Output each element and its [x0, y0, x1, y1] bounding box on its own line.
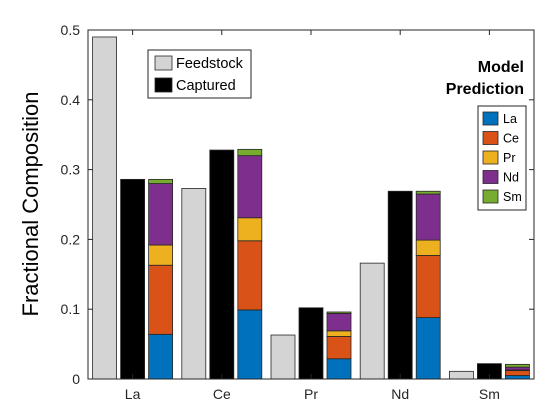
bar-model-nd-nd: [415, 193, 441, 241]
bar-model-ce-sm: [237, 148, 263, 157]
y-axis-label: Fractional Composition: [18, 92, 43, 317]
bar-model-nd-sm: [415, 190, 441, 195]
model-legend-label-ce: Ce: [503, 132, 519, 146]
model-legend-label-sm: Sm: [503, 190, 522, 204]
y-tick-label: 0.1: [61, 301, 81, 317]
bar-feedstock-sm: [448, 370, 474, 380]
bar-captured-nd: [387, 190, 413, 380]
bar-feedstock-pr: [270, 334, 296, 380]
model-legend-swatch-ce: [482, 131, 499, 145]
x-axis: La Ce Pr Nd Sm: [125, 30, 500, 402]
bar-model-sm-ce: [504, 370, 530, 376]
bar-model-la-la: [148, 333, 174, 380]
x-tick-label-ce: Ce: [213, 386, 231, 402]
y-tick-label: 0: [72, 371, 80, 387]
bar-feedstock-la: [92, 36, 117, 380]
bar-model-pr-ce: [326, 336, 352, 360]
x-tick-label-la: La: [125, 386, 141, 402]
y-axis: 0 0.1 0.2 0.3 0.4 0.5: [61, 22, 534, 387]
y-tick-label: 0.2: [61, 231, 81, 247]
bar-captured-la: [120, 178, 145, 380]
bar-model-nd-la: [415, 317, 441, 380]
legend-swatch-feedstock: [154, 55, 173, 71]
model-legend-swatch-nd: [482, 170, 499, 184]
bar-model-sm-sm: [504, 363, 530, 368]
model-legend-swatch-sm: [482, 189, 499, 204]
legend-swatch-captured: [154, 77, 173, 93]
bar-model-pr-nd: [326, 312, 352, 332]
bar-model-sm-la: [504, 375, 530, 380]
bar-captured-pr: [298, 307, 324, 380]
model-prediction-legend: La Ce Pr Nd Sm: [477, 105, 527, 211]
bar-model-ce-nd: [237, 155, 263, 219]
model-legend-label-la: La: [503, 112, 517, 126]
bar-model-la-sm: [148, 178, 174, 184]
bar-model-la-pr: [148, 244, 174, 266]
bar-captured-ce: [209, 149, 235, 380]
bars-layer: [92, 36, 530, 380]
bar-model-pr-la: [326, 358, 352, 380]
bar-feedstock-nd: [359, 262, 385, 380]
y-tick-label: 0.5: [61, 22, 81, 38]
series-legend: Feedstock Captured: [147, 49, 252, 99]
model-legend-swatch-la: [482, 111, 499, 126]
bar-model-nd-pr: [415, 239, 441, 256]
legend-label-feedstock: Feedstock: [176, 56, 244, 72]
y-tick-label: 0.3: [61, 162, 81, 178]
bar-model-la-nd: [148, 183, 174, 246]
y-tick-label: 0.4: [61, 92, 81, 108]
legend-label-captured: Captured: [176, 78, 236, 94]
bar-model-pr-pr: [326, 330, 352, 337]
bar-model-ce-ce: [237, 240, 263, 311]
model-legend-label-nd: Nd: [503, 171, 519, 185]
model-prediction-title-line2: Prediction: [446, 81, 524, 98]
bar-model-ce-la: [237, 309, 263, 380]
model-legend-label-pr: Pr: [503, 151, 516, 165]
bar-model-ce-pr: [237, 217, 263, 242]
model-legend-swatch-pr: [482, 150, 499, 165]
bar-model-sm-nd: [504, 366, 530, 371]
bar-model-nd-ce: [415, 255, 441, 318]
x-tick-label-nd: Nd: [391, 386, 409, 402]
bar-model-la-ce: [148, 264, 174, 335]
bar-feedstock-ce: [181, 188, 207, 380]
model-prediction-title-line1: Model: [478, 59, 524, 76]
x-tick-label-sm: Sm: [479, 386, 500, 402]
bar-model-pr-sm: [326, 311, 352, 314]
x-tick-label-pr: Pr: [304, 386, 318, 402]
